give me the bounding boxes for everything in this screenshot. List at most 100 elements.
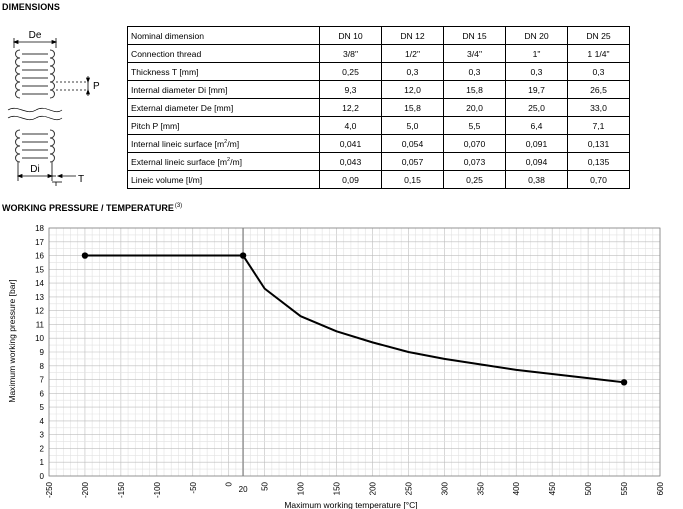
- row-label-unit: /m]: [230, 156, 242, 167]
- table-cell: 20,0: [443, 98, 506, 117]
- chart-grid: [48, 227, 661, 477]
- row-label: External diameter De [mm]: [127, 98, 320, 117]
- y-tick-label: 6: [40, 389, 45, 398]
- x-tick-label: 450: [548, 481, 557, 495]
- table-cell: 0,131: [567, 134, 630, 153]
- table-cell: 1 1/4": [567, 44, 630, 63]
- table-cell: 4,0: [319, 116, 382, 135]
- y-tick-label: 4: [40, 417, 45, 426]
- table-row: External diameter De [mm] 12,2 15,8 20,0…: [127, 98, 630, 117]
- y-tick-label: 9: [40, 348, 45, 357]
- table-cell: 19,7: [505, 80, 568, 99]
- chart-series: [81, 252, 628, 386]
- chart-axes: [48, 227, 661, 477]
- table-cell: 0,054: [381, 134, 444, 153]
- series-line: [84, 254, 625, 384]
- x-tick-label: 350: [476, 481, 485, 495]
- x-tick-label: 0: [225, 481, 234, 486]
- data-point: [620, 379, 628, 386]
- y-tick-label: 16: [35, 252, 44, 261]
- row-label-unit: /m]: [227, 138, 240, 149]
- table-row: Pitch P [mm] 4,0 5,0 5,5 6,4 7,1: [127, 116, 630, 135]
- table-cell: 0,094: [505, 152, 568, 171]
- table-cell: 0,3: [505, 62, 568, 81]
- y-tick-label: 0: [40, 472, 45, 481]
- x-tick-label: -50: [189, 481, 198, 493]
- table-cell: 1/2": [381, 44, 444, 63]
- y-tick-label: 12: [35, 307, 44, 316]
- x-tick-label: 200: [368, 481, 377, 495]
- table-cell: 7,1: [567, 116, 630, 135]
- table-cell: 0,09: [319, 170, 382, 189]
- table-cell: 0,043: [319, 152, 382, 171]
- y-tick-label: 17: [35, 238, 44, 247]
- y-tick-label: 5: [40, 403, 45, 412]
- y-tick-label: 1: [40, 458, 45, 467]
- x-tick-label: 500: [584, 481, 593, 495]
- table-cell: 0,057: [381, 152, 444, 171]
- table-cell: 9,3: [319, 80, 382, 99]
- x-tick-label: 250: [404, 481, 413, 495]
- table-cell: 0,25: [319, 62, 382, 81]
- table-cell: 25,0: [505, 98, 568, 117]
- dimensions-table: Nominal dimension DN 10 DN 12 DN 15 DN 2…: [127, 26, 630, 189]
- x-tick-label: -150: [117, 481, 126, 498]
- table-cell: 15,8: [381, 98, 444, 117]
- table-cell: 15,8: [443, 80, 506, 99]
- y-tick-label: 10: [35, 334, 44, 343]
- table-cell: 0,3: [443, 62, 506, 81]
- table-cell: 0,073: [443, 152, 506, 171]
- table-cell: 0,15: [381, 170, 444, 189]
- table-cell: 0,091: [505, 134, 568, 153]
- row-label: Internal diameter Di [mm]: [127, 80, 320, 99]
- table-cell: 0,38: [505, 170, 568, 189]
- x-tick-label: 550: [620, 481, 629, 495]
- x-tick-label: 300: [440, 481, 449, 495]
- y-tick-label: 15: [35, 265, 44, 274]
- table-cell: 0,070: [443, 134, 506, 153]
- table-row: External lineic surface [m2/m] 0,043 0,0…: [127, 152, 630, 171]
- table-cell: 5,5: [443, 116, 506, 135]
- table-cell: 0,3: [567, 62, 630, 81]
- diagram-label-de: De: [29, 30, 42, 41]
- diagram-label-p: P: [93, 81, 100, 92]
- table-cell: 0,135: [567, 152, 630, 171]
- row-label: Internal lineic surface [m2/m]: [127, 134, 320, 153]
- table-cell: 12,0: [381, 80, 444, 99]
- table-row: Internal lineic surface [m2/m] 0,041 0,0…: [127, 134, 630, 153]
- footnote-marker: (3): [174, 203, 183, 209]
- row-label: Pitch P [mm]: [127, 116, 320, 135]
- table-row: Connection thread 3/8" 1/2" 3/4" 1" 1 1/…: [127, 44, 630, 63]
- table-cell: 12,2: [319, 98, 382, 117]
- x-tick-label: 400: [512, 481, 521, 495]
- table-header-row: Nominal dimension DN 10 DN 12 DN 15 DN 2…: [127, 26, 630, 45]
- table-header-cell: DN 12: [381, 26, 444, 45]
- y-tick-label: 2: [40, 444, 45, 453]
- x-tick-label: -100: [153, 481, 162, 498]
- x-tick-label-extra: 20: [239, 485, 248, 494]
- row-label: External lineic surface [m2/m]: [127, 152, 320, 171]
- y-tick-label: 13: [35, 293, 44, 302]
- row-label: Thickness T [mm]: [127, 62, 320, 81]
- table-cell: 0,041: [319, 134, 382, 153]
- table-cell: 26,5: [567, 80, 630, 99]
- x-tick-label: 50: [261, 481, 270, 490]
- y-tick-label: 8: [40, 362, 45, 371]
- row-label: Lineic volume [l/m]: [127, 170, 320, 189]
- table-cell: 0,3: [381, 62, 444, 81]
- diagram-label-di: Di: [30, 164, 39, 175]
- data-point: [239, 252, 247, 259]
- table-cell: 3/4": [443, 44, 506, 63]
- dimensions-heading: DIMENSIONS: [2, 2, 61, 12]
- table-cell: 6,4: [505, 116, 568, 135]
- table-header-cell: DN 15: [443, 26, 506, 45]
- table-header-cell: DN 10: [319, 26, 382, 45]
- y-tick-label: 11: [36, 320, 45, 329]
- table-cell: 1": [505, 44, 568, 63]
- data-point: [81, 252, 89, 259]
- table-cell: 0,25: [443, 170, 506, 189]
- y-tick-label: 3: [40, 431, 45, 440]
- hose-cross-section-diagram: De P Di T: [7, 30, 100, 186]
